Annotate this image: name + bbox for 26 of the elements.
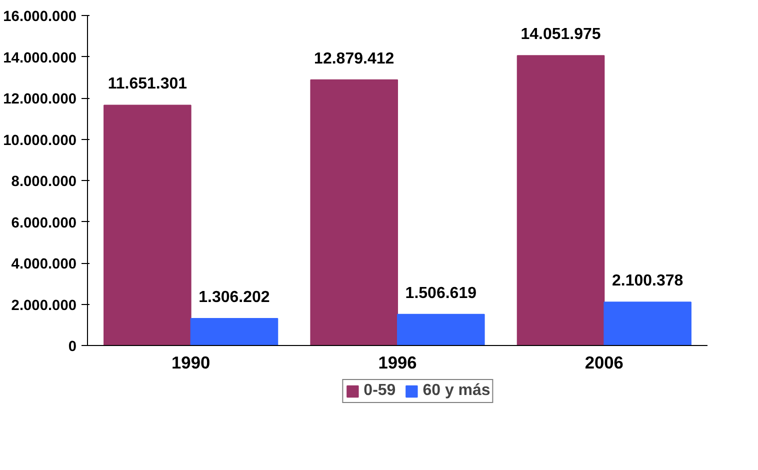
data-label: 12.879.412 (314, 50, 394, 68)
y-tick-label: 8.000.000 (11, 174, 76, 190)
legend-label: 60 y más (422, 382, 490, 400)
bar (516, 55, 605, 346)
bar (397, 314, 485, 346)
y-tick-label: 4.000.000 (11, 256, 76, 272)
y-tick-label: 10.000.000 (3, 132, 77, 149)
legend-label: 0-59 (364, 382, 396, 400)
x-tick-label: 1990 (172, 352, 210, 372)
y-tick-label: 12.000.000 (3, 92, 77, 108)
data-label: 2.100.378 (612, 272, 684, 290)
y-tick-label: 2.000.000 (11, 298, 76, 314)
bar (604, 302, 692, 346)
data-label: 11.651.301 (108, 76, 188, 93)
y-tick-label: 0 (68, 339, 77, 355)
bar (104, 104, 192, 346)
data-label: 1.306.202 (198, 289, 270, 306)
data-label: 14.051.975 (520, 26, 601, 44)
y-tick-label: 14.000.000 (3, 50, 77, 66)
y-tick-label: 6.000.000 (11, 215, 76, 232)
x-tick-label: 1996 (378, 352, 418, 372)
bar (190, 318, 278, 346)
bar (310, 79, 398, 346)
y-tick-label: 16.000.000 (3, 9, 77, 25)
x-tick-label: 2006 (584, 352, 624, 372)
data-label: 1.506.619 (405, 284, 477, 302)
